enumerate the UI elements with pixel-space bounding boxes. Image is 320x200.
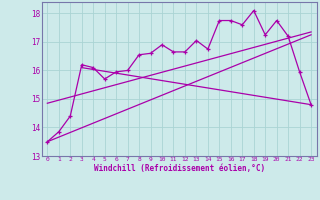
X-axis label: Windchill (Refroidissement éolien,°C): Windchill (Refroidissement éolien,°C) [94,164,265,173]
